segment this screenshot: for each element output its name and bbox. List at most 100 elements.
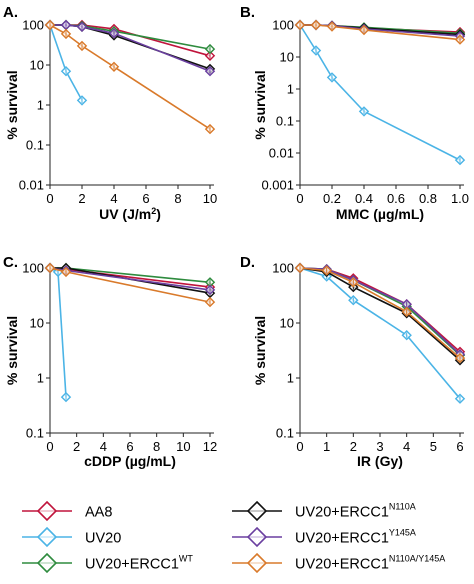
series-line (50, 24, 211, 50)
series-line (299, 267, 461, 359)
y-tick-label: 10 (30, 316, 44, 331)
x-tick-label: 8 (174, 191, 181, 206)
y-tick-label: 0.001 (261, 178, 294, 193)
y-tick-label: 100 (22, 18, 44, 33)
y-tick-label: 0.1 (26, 138, 44, 153)
panel-letter: C. (3, 254, 18, 271)
x-tick-label: 12 (203, 439, 217, 454)
x-tick-label: 6 (126, 439, 133, 454)
y-axis-title: % survival (4, 70, 20, 139)
y-tick-label: 0.1 (276, 114, 294, 129)
x-tick-label: 10 (203, 191, 217, 206)
x-tick-label: 1.0 (451, 191, 469, 206)
legend-label: AA8 (85, 505, 112, 521)
legend-entry: UV20+ERCC1Y145A (232, 526, 416, 548)
x-tick-label: 5 (430, 439, 437, 454)
series-3 (44, 262, 216, 288)
x-tick-label: 4 (100, 439, 107, 454)
legend: AA8 UV20 UV20+ERCC1WT UV20+ERCC1N110A UV20+E… (22, 500, 445, 574)
chart-panel-2: 0.001 0.01 0.1 1 10 100 0 0.2 0.4 0.6 0.8 1.0 B. % su… (240, 4, 469, 222)
x-axis-title: IR (Gy) (357, 453, 403, 469)
series-line (49, 267, 67, 398)
x-tick-label: 4 (403, 439, 410, 454)
x-tick-label: 1 (323, 439, 330, 454)
y-tick-label: 10 (280, 316, 294, 331)
y-tick-label: 10 (280, 50, 294, 65)
legend-label: UV20+ERCC1N110A/Y145A (295, 554, 445, 573)
series-line (299, 267, 461, 355)
legend-entry: UV20+ERCC1WT (22, 552, 193, 574)
series-3 (294, 262, 466, 361)
panel-letter: D. (240, 254, 255, 271)
x-tick-label: 8 (153, 439, 160, 454)
x-tick-label: 3 (376, 439, 383, 454)
y-tick-label: 0.1 (26, 426, 44, 441)
series-6 (44, 19, 216, 135)
legend-marker (246, 552, 268, 574)
x-tick-label: 6 (142, 191, 149, 206)
x-tick-label: 2 (73, 439, 80, 454)
series-4 (44, 19, 216, 75)
legend-label: UV20+ERCC1N110A (295, 502, 416, 521)
series-line (49, 267, 211, 291)
chart-panel-1: 0.01 0.1 1 10 100 0 2 4 6 8 10 A. % survival UV (J/m2… (3, 4, 217, 222)
legend-marker (36, 526, 58, 548)
series-2 (294, 19, 466, 166)
legend-marker (36, 500, 58, 522)
x-tick-label: 4 (110, 191, 117, 206)
y-tick-label: 100 (272, 261, 294, 276)
x-axis-title: UV (J/m2) (99, 206, 161, 222)
legend-entry: UV20+ERCC1N110A (232, 500, 416, 522)
legend-label: UV20+ERCC1Y145A (295, 528, 416, 547)
x-tick-label: 6 (456, 439, 463, 454)
series-4 (294, 262, 466, 366)
chart-panel-3: 0.1 1 10 100 0 2 4 6 8 10 12 C. % survival cDDP (µg/m… (3, 254, 217, 469)
series-2 (44, 262, 72, 403)
x-tick-label: 10 (176, 439, 190, 454)
legend-marker (246, 500, 268, 522)
y-tick-label: 10 (30, 58, 44, 73)
x-tick-label: 0.8 (419, 191, 437, 206)
legend-marker (246, 526, 268, 548)
legend-entry: UV20 (22, 526, 121, 548)
y-axis-title: % survival (4, 316, 20, 385)
x-tick-label: 2 (78, 191, 85, 206)
legend-label: UV20+ERCC1WT (85, 554, 193, 573)
legend-marker (36, 552, 58, 574)
series-line (299, 267, 461, 361)
panel-letter: A. (3, 4, 18, 21)
series-6 (44, 262, 216, 308)
series-6 (294, 262, 466, 364)
y-tick-label: 1 (37, 98, 44, 113)
y-tick-label: 1 (287, 82, 294, 97)
series-line (299, 24, 461, 161)
legend-label: UV20 (85, 531, 121, 547)
series-line (49, 267, 211, 303)
y-tick-label: 100 (22, 261, 44, 276)
series-line (299, 267, 461, 356)
chart-panel-4: 0.1 1 10 100 0 1 2 3 4 5 6 D. % survival IR (Gy) (240, 254, 466, 469)
series-line (50, 24, 211, 72)
series-5 (44, 19, 216, 77)
y-tick-label: 1 (37, 371, 44, 386)
legend-entry: UV20+ERCC1N110A/Y145A (232, 552, 445, 574)
x-tick-label: 0 (296, 191, 303, 206)
y-tick-label: 1 (287, 371, 294, 386)
y-axis-title: % survival (252, 70, 268, 139)
y-tick-label: 0.1 (276, 426, 294, 441)
x-tick-label: 2 (350, 439, 357, 454)
x-tick-label: 0.6 (387, 191, 405, 206)
x-axis-title: cDDP (µg/mL) (84, 453, 176, 469)
panel-letter: B. (240, 4, 255, 21)
x-tick-label: 0 (46, 439, 53, 454)
legend-entry: AA8 (22, 500, 112, 522)
x-tick-label: 0 (296, 439, 303, 454)
series-6 (294, 19, 466, 45)
y-axis-title: % survival (252, 316, 268, 385)
y-tick-label: 0.01 (269, 146, 294, 161)
x-axis-title: MMC (µg/mL) (336, 206, 424, 222)
series-5 (294, 262, 466, 360)
y-tick-label: 100 (272, 18, 294, 33)
